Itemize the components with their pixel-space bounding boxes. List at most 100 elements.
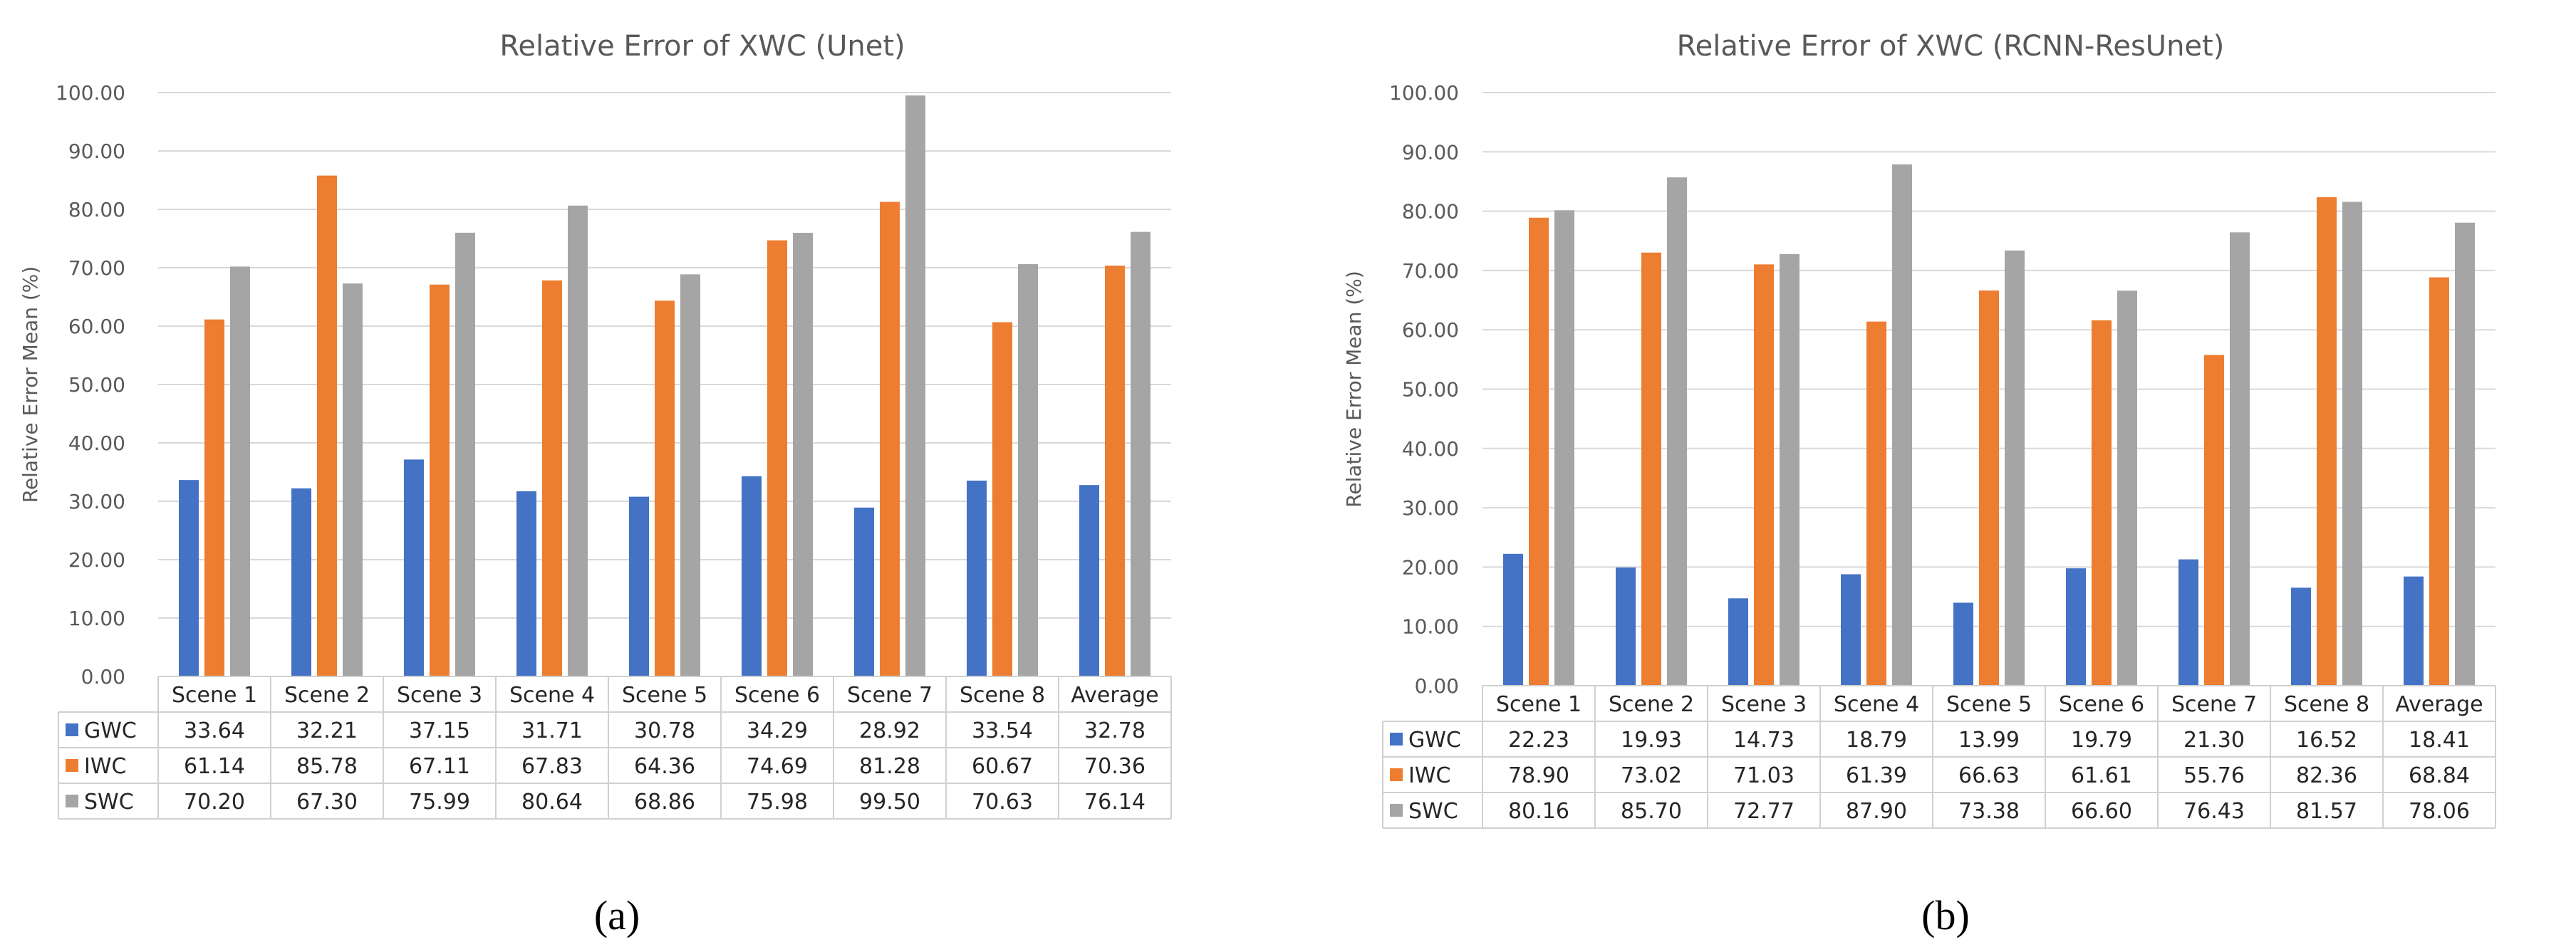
- data-label-iwc: 67.11: [409, 754, 470, 779]
- y-tick-label: 20.00: [1402, 555, 1459, 579]
- data-label-swc: 70.63: [972, 790, 1033, 815]
- legend-key-gwc: [66, 723, 78, 736]
- y-tick-label: 50.00: [68, 373, 125, 397]
- category-label: Scene 3: [397, 683, 482, 708]
- data-label-swc: 66.60: [2071, 799, 2132, 824]
- data-label-swc: 85.70: [1621, 799, 1682, 824]
- y-tick-label: 40.00: [1402, 437, 1459, 461]
- category-label: Scene 1: [1496, 692, 1582, 717]
- y-tick-label: 30.00: [68, 490, 125, 513]
- bar-iwc-4: [1866, 321, 1886, 686]
- y-tick-label: 80.00: [68, 198, 125, 221]
- data-label-iwc: 78.90: [1508, 763, 1569, 788]
- bar-iwc-3: [430, 284, 450, 676]
- data-label-swc: 76.43: [2183, 799, 2245, 824]
- data-label-iwc: 67.83: [521, 754, 583, 779]
- bar-iwc-8: [2317, 197, 2337, 686]
- bar-gwc-3: [404, 459, 424, 676]
- bar-iwc-4: [542, 280, 562, 676]
- data-label-iwc: 85.78: [296, 754, 358, 779]
- data-label-swc: 70.20: [184, 790, 245, 815]
- bar-iwc-9: [2429, 277, 2449, 686]
- data-label-gwc: 32.21: [296, 718, 358, 743]
- bar-swc-8: [1018, 263, 1038, 677]
- legend-label-gwc: GWC: [84, 718, 137, 743]
- bar-gwc-2: [291, 488, 311, 676]
- y-tick-label: 70.00: [68, 256, 125, 280]
- data-label-gwc: 18.79: [1846, 728, 1907, 753]
- y-tick-label: 60.00: [1402, 318, 1459, 342]
- data-label-swc: 80.64: [521, 790, 583, 815]
- y-tick-label: 90.00: [68, 140, 125, 163]
- y-axis-label: Relative Error Mean (%): [19, 266, 42, 503]
- bar-swc-4: [1892, 164, 1912, 686]
- bar-swc-3: [1780, 253, 1799, 686]
- data-label-iwc: 61.39: [1846, 763, 1907, 788]
- bar-gwc-5: [629, 496, 649, 676]
- data-label-gwc: 19.93: [1621, 728, 1682, 753]
- data-label-swc: 68.86: [634, 790, 695, 815]
- legend-key-swc: [1390, 804, 1403, 817]
- category-label: Scene 8: [2284, 692, 2369, 717]
- bar-swc-8: [2342, 202, 2362, 686]
- category-label: Scene 4: [509, 683, 595, 708]
- bar-gwc-3: [1728, 598, 1748, 686]
- y-tick-label: 10.00: [68, 607, 125, 630]
- bar-gwc-4: [1841, 574, 1861, 686]
- category-label: Scene 6: [2059, 692, 2144, 717]
- bar-swc-5: [2005, 250, 2025, 686]
- bar-swc-9: [1131, 231, 1151, 677]
- category-label: Scene 2: [1609, 692, 1694, 717]
- bar-iwc-9: [1105, 266, 1125, 677]
- category-label: Scene 3: [1721, 692, 1807, 717]
- data-label-swc: 81.57: [2296, 799, 2357, 824]
- chart-title: Relative Error of XWC (RCNN-ResUnet): [1677, 30, 2225, 63]
- y-tick-label: 50.00: [1402, 378, 1459, 402]
- data-label-swc: 73.38: [1958, 799, 2020, 824]
- data-label-swc: 78.06: [2409, 799, 2470, 824]
- data-label-swc: 75.99: [409, 790, 470, 815]
- figure-caption-a: (a): [594, 892, 640, 938]
- legend-key-swc: [66, 795, 78, 807]
- data-label-swc: 87.90: [1846, 799, 1907, 824]
- bar-gwc-8: [2291, 587, 2311, 686]
- legend-key-iwc: [66, 759, 78, 772]
- legend-key-iwc: [1390, 768, 1403, 781]
- y-tick-label: 70.00: [1402, 259, 1459, 283]
- bar-iwc-2: [317, 175, 337, 676]
- chart-b: Relative Error of XWC (RCNN-ResUnet) Rela…: [1342, 30, 2496, 829]
- y-tick-label: 10.00: [1402, 615, 1459, 639]
- bar-gwc-6: [2066, 568, 2086, 686]
- legend-label-iwc: IWC: [1408, 763, 1450, 788]
- data-label-iwc: 81.28: [859, 754, 920, 779]
- data-label-gwc: 33.54: [972, 718, 1033, 743]
- bar-gwc-2: [1616, 567, 1636, 686]
- bar-iwc-6: [767, 240, 787, 676]
- bar-swc-2: [1667, 177, 1687, 686]
- bar-gwc-6: [742, 476, 762, 676]
- bar-iwc-2: [1641, 252, 1661, 686]
- y-axis-label: Relative Error Mean (%): [1342, 271, 1366, 508]
- data-label-iwc: 61.61: [2071, 763, 2132, 788]
- data-label-iwc: 61.14: [184, 754, 245, 779]
- bar-gwc-4: [516, 491, 536, 676]
- category-label: Scene 8: [960, 683, 1045, 708]
- bar-iwc-3: [1754, 264, 1774, 686]
- data-label-iwc: 74.69: [747, 754, 808, 779]
- y-tick-label: 100.00: [1389, 81, 1459, 105]
- bar-iwc-5: [1979, 290, 1999, 686]
- bar-gwc-9: [2404, 576, 2424, 686]
- figure-caption-b: (b): [1921, 892, 1970, 938]
- chart-title: Relative Error of XWC (Unet): [499, 30, 905, 63]
- bar-iwc-6: [2092, 320, 2112, 686]
- data-label-swc: 75.98: [747, 790, 808, 815]
- data-label-iwc: 68.84: [2409, 763, 2470, 788]
- data-label-swc: 80.16: [1508, 799, 1569, 824]
- bar-swc-1: [230, 266, 250, 676]
- bar-gwc-8: [967, 480, 987, 676]
- category-label: Average: [1071, 683, 1158, 708]
- data-label-gwc: 22.23: [1508, 728, 1569, 753]
- data-label-gwc: 30.78: [634, 718, 695, 743]
- y-tick-label: 80.00: [1402, 200, 1459, 224]
